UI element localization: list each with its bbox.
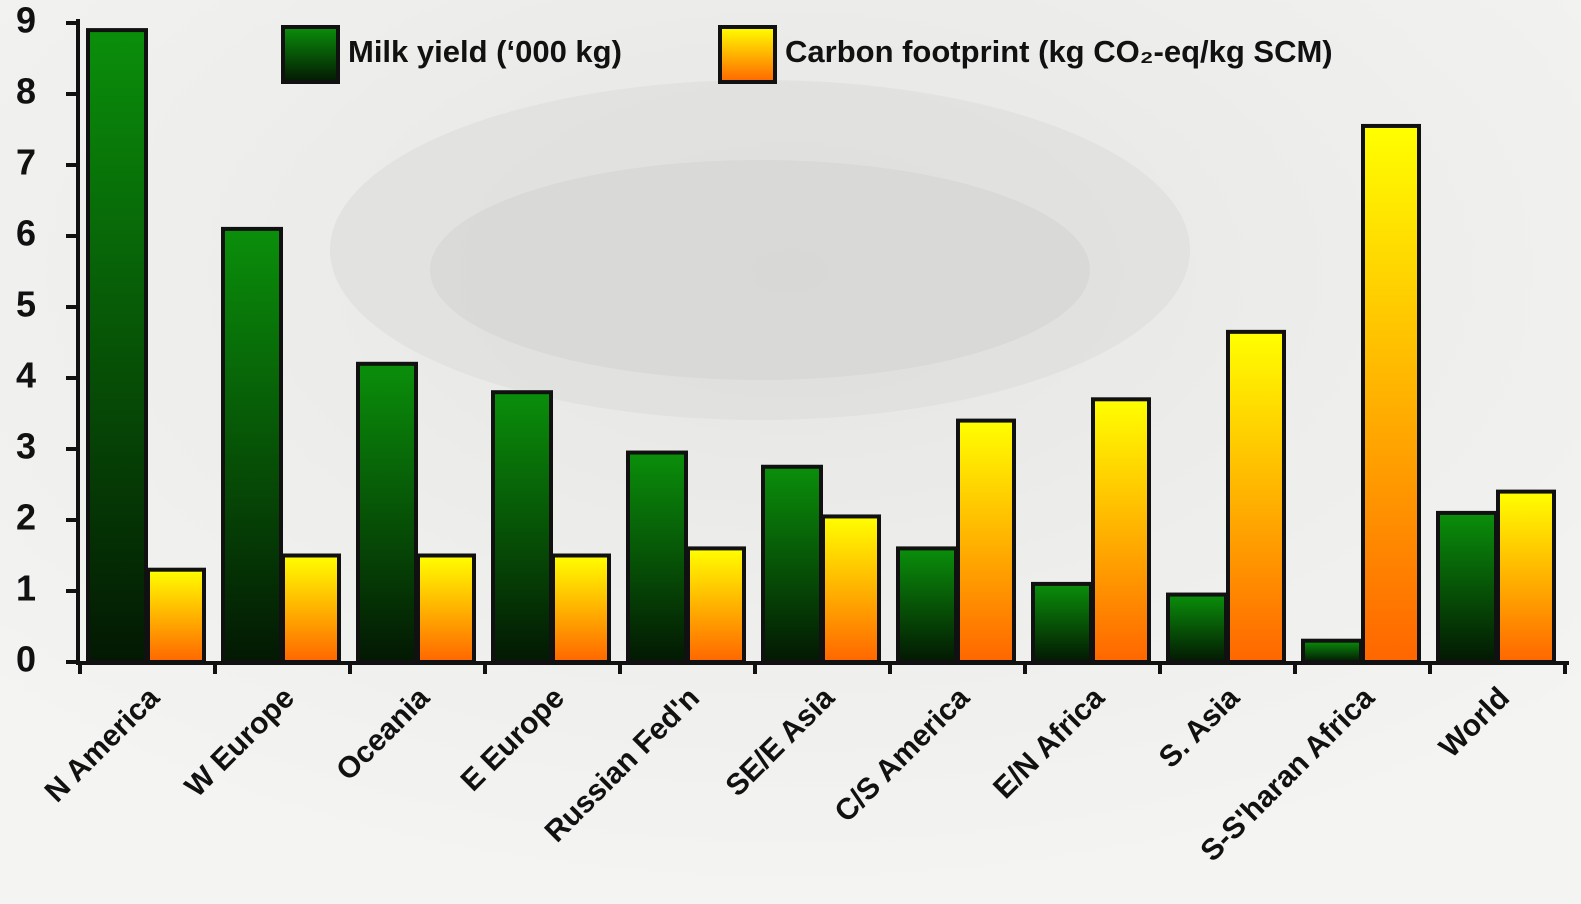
legend-swatch bbox=[281, 25, 340, 84]
bar bbox=[626, 450, 688, 664]
bar bbox=[1496, 489, 1556, 664]
bar bbox=[1301, 638, 1363, 665]
bar bbox=[1361, 123, 1421, 664]
y-tick-label: 4 bbox=[16, 355, 36, 396]
bar bbox=[956, 418, 1016, 664]
y-tick-label: 8 bbox=[16, 71, 36, 112]
bar bbox=[146, 567, 206, 665]
bar bbox=[686, 546, 746, 665]
bar bbox=[416, 553, 476, 664]
y-tick-label: 1 bbox=[16, 568, 36, 609]
bar bbox=[821, 514, 881, 665]
bar bbox=[1031, 581, 1093, 665]
bar bbox=[1436, 510, 1498, 665]
y-tick-label: 3 bbox=[16, 426, 36, 467]
bar bbox=[491, 390, 553, 664]
legend-label: Milk yield (‘000 kg) bbox=[348, 34, 622, 69]
bar bbox=[1226, 329, 1286, 664]
bar bbox=[1091, 397, 1151, 664]
bar bbox=[281, 553, 341, 664]
y-tick-label: 5 bbox=[16, 284, 36, 325]
bar bbox=[761, 464, 823, 664]
bar bbox=[356, 361, 418, 664]
y-tick-label: 0 bbox=[16, 639, 36, 680]
bar bbox=[896, 546, 958, 665]
y-tick-label: 6 bbox=[16, 213, 36, 254]
y-tick-label: 2 bbox=[16, 497, 36, 538]
bar bbox=[221, 226, 283, 664]
legend-label: Carbon footprint (kg CO₂-eq/kg SCM) bbox=[785, 34, 1333, 69]
y-tick-label: 7 bbox=[16, 142, 36, 183]
bar bbox=[551, 553, 611, 664]
bar bbox=[86, 28, 148, 665]
legend-swatch bbox=[718, 25, 777, 84]
splash bbox=[430, 160, 1090, 380]
bar bbox=[1166, 592, 1228, 664]
y-tick-label: 9 bbox=[16, 0, 36, 41]
